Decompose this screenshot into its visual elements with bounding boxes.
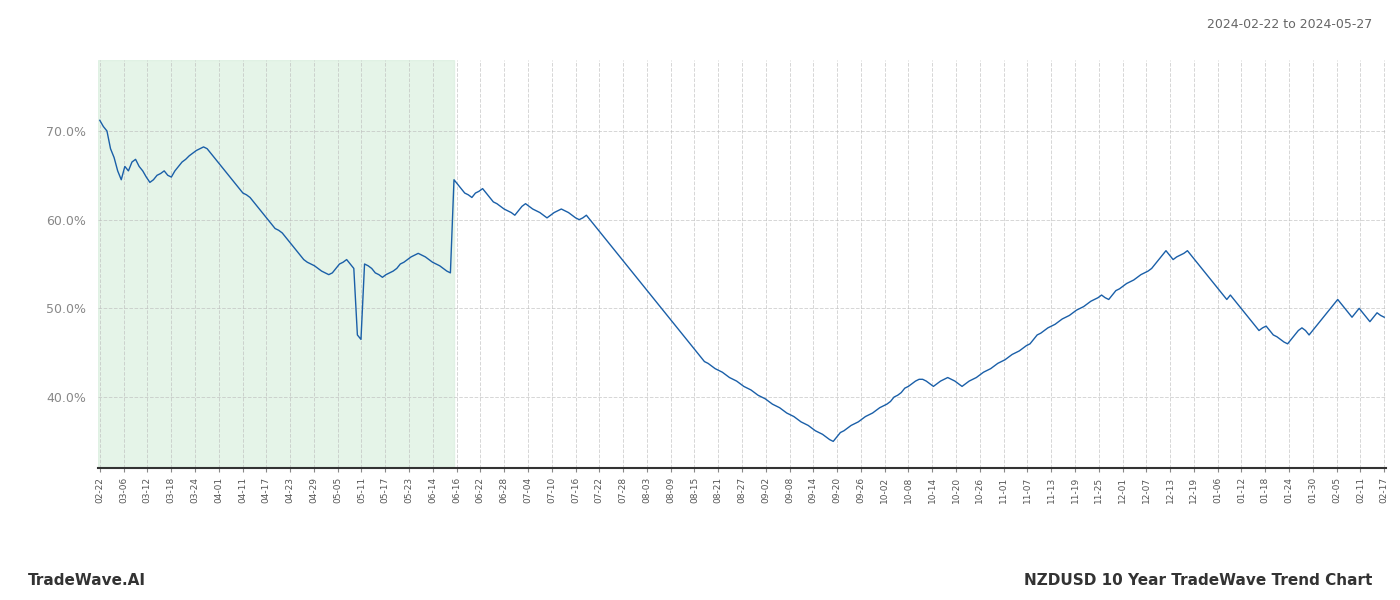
Text: 2024-02-22 to 2024-05-27: 2024-02-22 to 2024-05-27 [1207, 18, 1372, 31]
Text: NZDUSD 10 Year TradeWave Trend Chart: NZDUSD 10 Year TradeWave Trend Chart [1023, 573, 1372, 588]
Bar [98, 60, 454, 468]
Text: TradeWave.AI: TradeWave.AI [28, 573, 146, 588]
